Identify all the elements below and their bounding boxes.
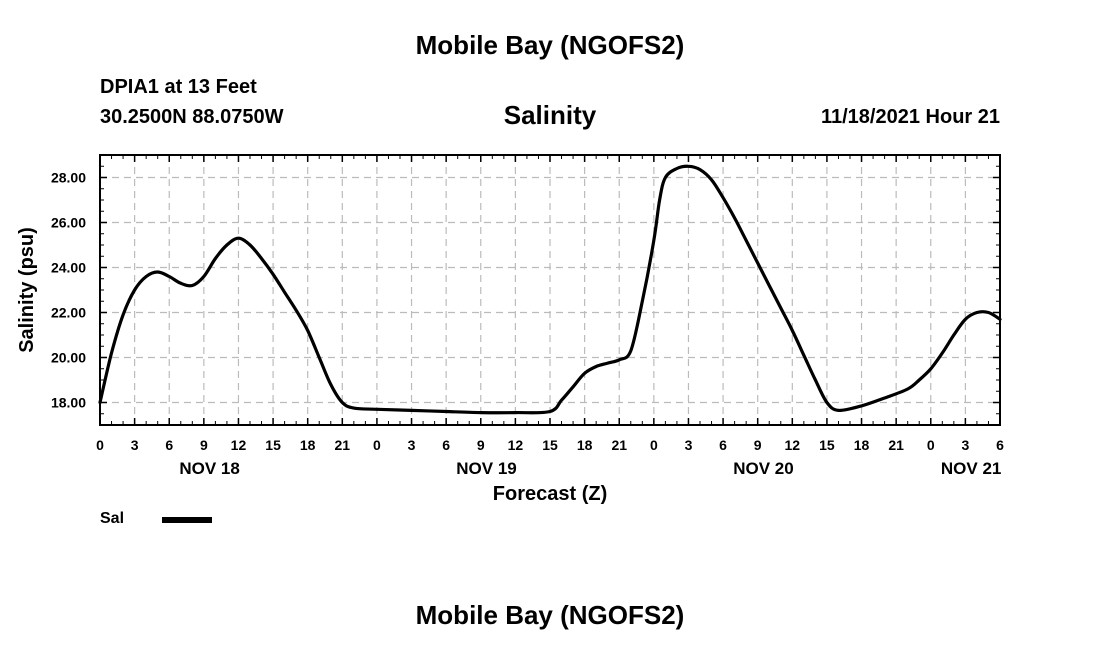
- x-tick-label: 15: [542, 437, 558, 453]
- x-axis-label: Forecast (Z): [493, 483, 607, 505]
- y-tick-label: 20.00: [51, 350, 86, 366]
- x-tick-label: 6: [442, 437, 450, 453]
- x-tick-label: 0: [96, 437, 104, 453]
- x-tick-label: 6: [165, 437, 173, 453]
- day-label: NOV 21: [941, 459, 1001, 478]
- x-tick-label: 6: [996, 437, 1004, 453]
- footer-title: Mobile Bay (NGOFS2): [415, 600, 685, 630]
- x-tick-label: 3: [961, 437, 969, 453]
- x-tick-label: 21: [611, 437, 627, 453]
- legend-swatch: [162, 517, 212, 523]
- x-tick-label: 21: [888, 437, 904, 453]
- series-layer: [98, 164, 1002, 415]
- x-tick-label: 0: [373, 437, 381, 453]
- x-tick-label: 9: [200, 437, 208, 453]
- series-line-sal: [98, 164, 1002, 415]
- chart-title: Salinity: [503, 100, 597, 130]
- page-title: Mobile Bay (NGOFS2): [415, 30, 685, 60]
- grid-lines: [100, 155, 1000, 425]
- station-label: DPIA1 at 13 Feet: [100, 76, 257, 98]
- x-tick-label: 12: [785, 437, 801, 453]
- x-tick-label: 15: [819, 437, 835, 453]
- y-axis-label: Salinity (psu): [16, 227, 38, 353]
- legend-label: Sal: [100, 510, 125, 527]
- day-label: NOV 20: [733, 459, 793, 478]
- plot-frame: [99, 154, 1001, 426]
- y-tick-label: 28.00: [51, 170, 86, 186]
- x-tick-label: 18: [577, 437, 593, 453]
- x-tick-label: 3: [408, 437, 416, 453]
- station-coordinates: 30.2500N 88.0750W: [100, 106, 284, 128]
- y-tick-label: 24.00: [51, 260, 86, 276]
- forecast-timestamp: 11/18/2021 Hour 21: [820, 106, 1000, 128]
- y-tick-label: 22.00: [51, 305, 86, 321]
- y-tick-label: 26.00: [51, 215, 86, 231]
- x-tick-label: 3: [131, 437, 139, 453]
- x-tick-label: 3: [685, 437, 693, 453]
- x-tick-label: 12: [508, 437, 524, 453]
- y-tick-label: 18.00: [51, 395, 86, 411]
- x-tick-label: 12: [231, 437, 247, 453]
- day-label: NOV 18: [179, 459, 239, 478]
- x-tick-label: 9: [754, 437, 762, 453]
- x-tick-label: 18: [854, 437, 870, 453]
- x-tick-label: 21: [335, 437, 351, 453]
- x-tick-label: 6: [719, 437, 727, 453]
- day-label: NOV 19: [456, 459, 516, 478]
- x-tick-label: 18: [300, 437, 316, 453]
- x-tick-label: 0: [927, 437, 935, 453]
- x-tick-label: 9: [477, 437, 485, 453]
- x-tick-label: 15: [265, 437, 281, 453]
- axis-labels: 0 3 6 9 12 15 18 21 0 3 6 9 12 15 18 21 0 3 6 9 12 15 18 21 0 3 6 1…: [51, 170, 1004, 479]
- x-tick-label: 0: [650, 437, 658, 453]
